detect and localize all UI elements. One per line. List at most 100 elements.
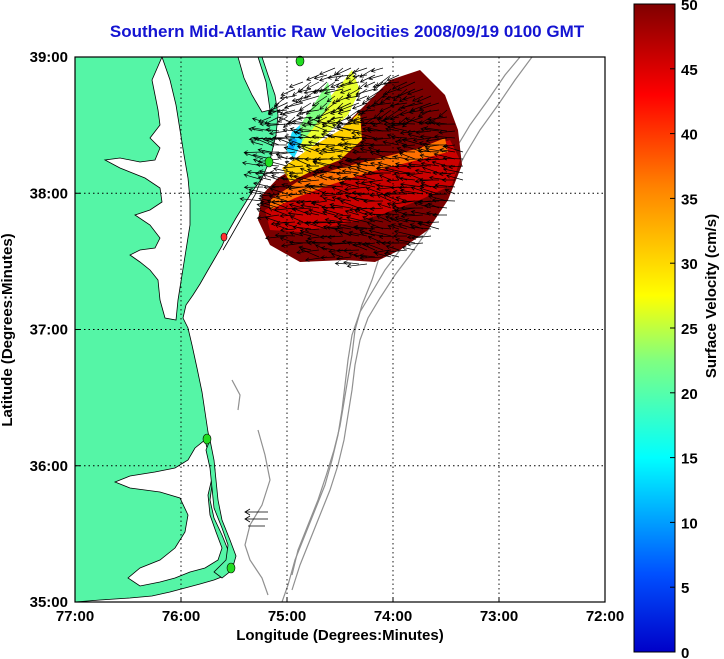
y-tick-label: 38:00 xyxy=(30,185,68,202)
velocity-vector xyxy=(398,176,416,181)
velocity-vector xyxy=(385,95,400,101)
velocity-vector xyxy=(279,95,296,100)
velocity-vector xyxy=(288,203,304,209)
velocity-vector xyxy=(373,81,384,92)
velocity-vector xyxy=(401,245,416,251)
velocity-vector xyxy=(399,188,424,195)
velocity-vector xyxy=(376,118,392,125)
velocity-vector xyxy=(385,215,400,223)
velocity-vector xyxy=(425,220,440,225)
velocity-vector xyxy=(400,205,424,211)
velocity-vector xyxy=(268,194,288,202)
y-tick-label: 35:00 xyxy=(30,594,68,611)
velocity-vector xyxy=(359,230,384,237)
velocity-vector xyxy=(367,235,384,244)
velocity-vector xyxy=(265,127,280,133)
velocity-vector xyxy=(397,222,416,230)
station-marker xyxy=(264,156,274,168)
velocity-vector xyxy=(297,116,312,121)
velocity-vector xyxy=(405,172,424,181)
velocity-vector xyxy=(425,147,448,153)
velocity-vector xyxy=(345,95,360,100)
colorbar-tick-label: 20 xyxy=(681,386,698,403)
velocity-vector xyxy=(319,174,336,181)
velocity-vector xyxy=(307,235,328,241)
velocity-vector xyxy=(396,81,416,91)
y-axis-label: Latitude (Degrees:Minutes) xyxy=(0,233,16,426)
velocity-vector xyxy=(352,150,368,155)
velocity-vector xyxy=(416,157,432,163)
colorbar-tick-label: 40 xyxy=(681,127,698,144)
velocity-vector xyxy=(256,214,280,220)
velocity-vector xyxy=(277,116,288,123)
velocity-vector xyxy=(330,116,344,121)
velocity-vector xyxy=(268,151,288,156)
velocity-vector xyxy=(299,229,320,237)
velocity-vector xyxy=(292,88,304,96)
velocity-vector xyxy=(410,102,432,112)
velocity-vector xyxy=(324,217,344,223)
velocity-vector xyxy=(341,169,360,174)
velocity-vector xyxy=(295,95,304,104)
velocity-vector xyxy=(260,149,280,155)
velocity-vector xyxy=(374,251,392,258)
y-tick-label: 36:00 xyxy=(30,458,68,475)
velocity-vector xyxy=(346,88,360,97)
velocity-vector xyxy=(293,130,312,139)
velocity-vector xyxy=(327,74,352,80)
velocity-vector xyxy=(356,156,376,161)
velocity-vector xyxy=(383,251,400,258)
y-tick-label: 37:00 xyxy=(30,322,68,339)
velocity-vector xyxy=(385,244,400,251)
velocity-vector xyxy=(280,242,304,248)
velocity-vector xyxy=(359,255,384,261)
velocity-vector xyxy=(289,215,304,223)
velocity-vector xyxy=(410,225,432,230)
velocity-vector xyxy=(352,102,368,110)
velocity-vector xyxy=(271,174,288,181)
velocity-vector xyxy=(427,194,448,202)
velocity-vector xyxy=(331,95,352,104)
velocity-vector xyxy=(347,166,368,174)
velocity-vector xyxy=(369,151,392,160)
velocity-vector xyxy=(419,134,440,139)
velocity-vector xyxy=(335,67,352,76)
velocity-vector xyxy=(336,171,352,176)
velocity-vector xyxy=(327,164,344,170)
velocity-vector xyxy=(356,166,376,174)
velocity-vector xyxy=(393,229,416,237)
velocity-vector xyxy=(387,125,408,132)
velocity-vector xyxy=(323,208,344,216)
velocity-vector xyxy=(323,88,344,95)
station-marker xyxy=(295,55,305,67)
velocity-vector xyxy=(292,207,312,216)
velocity-vector xyxy=(395,196,408,202)
velocity-vector xyxy=(307,185,328,195)
velocity-vector xyxy=(338,161,352,167)
velocity-vector xyxy=(354,181,376,188)
velocity-vector xyxy=(442,156,464,161)
velocity-vector xyxy=(304,227,320,233)
velocity-vector xyxy=(363,81,376,88)
velocity-vector xyxy=(425,137,448,143)
colorbar-tick-label: 0 xyxy=(681,645,689,659)
velocity-vector xyxy=(420,161,440,167)
velocity-vector xyxy=(307,122,328,132)
velocity-vector xyxy=(258,169,272,174)
velocity-vector xyxy=(326,95,336,103)
velocity-vector xyxy=(411,235,432,241)
station-marker xyxy=(226,562,236,574)
velocity-vector xyxy=(387,224,400,230)
velocity-vector xyxy=(301,122,320,128)
velocity-vector xyxy=(296,249,320,255)
velocity-vector xyxy=(337,142,352,147)
velocity-vector xyxy=(393,154,408,160)
station-marker xyxy=(220,232,228,242)
velocity-vector xyxy=(318,150,336,156)
velocity-vector xyxy=(383,88,400,96)
velocity-vector xyxy=(359,116,384,123)
velocity-vector xyxy=(343,260,360,265)
velocity-vector xyxy=(384,211,400,216)
velocity-vector xyxy=(369,120,384,126)
